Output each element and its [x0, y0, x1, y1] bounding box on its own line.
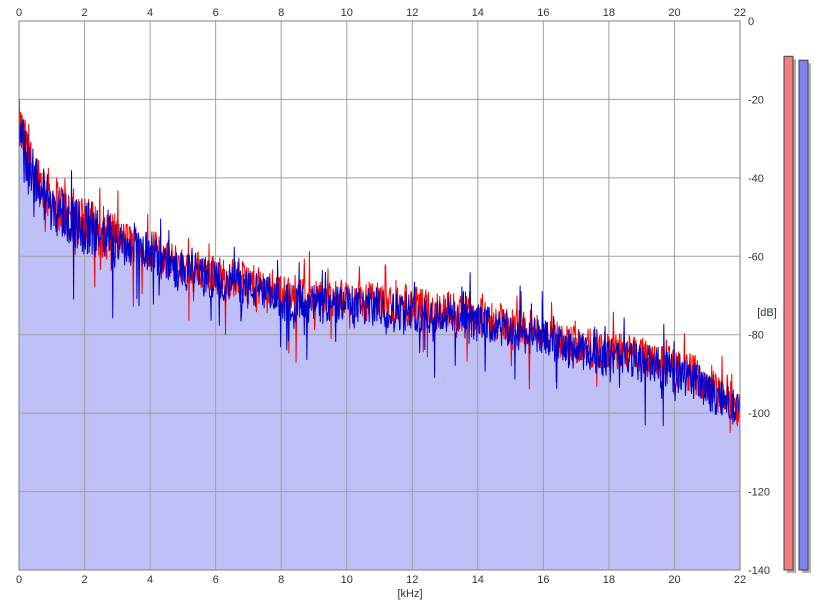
x-tick-label-bottom: 18 [603, 574, 615, 586]
x-tick-label-top: 22 [734, 7, 746, 19]
y-tick-label: -20 [748, 94, 764, 106]
grid-lines [18, 20, 741, 571]
x-tick-label-top: 4 [147, 7, 153, 19]
level-meters [783, 55, 811, 574]
x-tick-label-top: 6 [213, 7, 219, 19]
x-tick-label-top: 16 [537, 7, 549, 19]
y-tick-label: 0 [748, 16, 754, 28]
plot-frame [18, 20, 741, 571]
x-tick-label-bottom: 14 [472, 574, 484, 586]
x-tick-label-top: 14 [472, 7, 484, 19]
series-blue-line [18, 106, 741, 426]
series-lines [18, 99, 741, 433]
y-tick-label: -60 [748, 251, 764, 263]
x-tick-label-bottom: 6 [213, 574, 219, 586]
x-tick-label-bottom: 4 [147, 574, 153, 586]
x-tick-label-top: 12 [406, 7, 418, 19]
x-tick-label-top: 2 [81, 7, 87, 19]
spectrum-fill [19, 106, 740, 570]
x-tick-label-top: 8 [278, 7, 284, 19]
x-tick-label-bottom: 0 [16, 574, 22, 586]
y-tick-label: -120 [748, 487, 770, 499]
x-tick-label-top: 10 [341, 7, 353, 19]
x-tick-label-bottom: 16 [537, 574, 549, 586]
spectrum-fill-area [19, 106, 740, 570]
y-tick-label: -40 [748, 173, 764, 185]
y-axis-title: [dB] [757, 307, 777, 319]
y-tick-label: -80 [748, 330, 764, 342]
y-tick-label: -140 [748, 565, 770, 577]
x-tick-label-bottom: 8 [278, 574, 284, 586]
x-tick-label-top: 18 [603, 7, 615, 19]
x-tick-label-bottom: 22 [734, 574, 746, 586]
x-tick-label-top: 20 [668, 7, 680, 19]
x-tick-label-bottom: 10 [341, 574, 353, 586]
y-tick-labels: 0 -20 -40 -60 -80 -100 -120 -140 [748, 16, 770, 577]
x-axis-title: [kHz] [397, 588, 422, 600]
x-tick-label-bottom: 12 [406, 574, 418, 586]
y-tick-label: -100 [748, 408, 770, 420]
x-tick-label-bottom: 20 [668, 574, 680, 586]
level-meter-red [783, 55, 794, 571]
level-meter-blue [798, 59, 809, 571]
x-tick-label-bottom: 2 [81, 574, 87, 586]
x-tick-label-top: 0 [16, 7, 22, 19]
